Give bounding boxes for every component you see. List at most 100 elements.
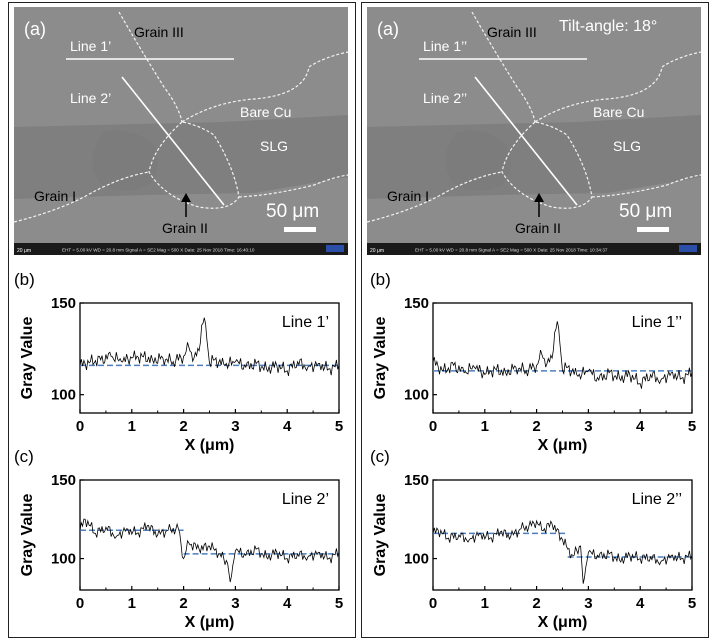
- gray-value-trace: [79, 317, 340, 376]
- grain-blob: [445, 130, 511, 191]
- mini-scale-label: 20 μm: [370, 248, 384, 254]
- x-tick-label: 2: [532, 418, 540, 435]
- y-tick-label: 150: [404, 295, 429, 312]
- y-tick-label: 100: [51, 387, 76, 404]
- gray-value-trace: [432, 519, 693, 584]
- sem-info-bar: [14, 243, 348, 255]
- x-tick-label: 5: [335, 418, 343, 435]
- grain-ii-label: Grain II: [162, 220, 208, 236]
- chart-line-label: Line 2’’: [632, 491, 682, 508]
- x-tick-label: 1: [481, 418, 489, 435]
- scan-line-2: [121, 76, 225, 206]
- bare-cu-label: Bare Cu: [593, 104, 644, 120]
- grain-iii-label: Grain III: [134, 24, 184, 40]
- x-tick-label: 1: [481, 595, 489, 612]
- slg-label: SLG: [260, 138, 288, 154]
- grain-boundary: [118, 11, 183, 123]
- x-tick-label: 3: [584, 595, 592, 612]
- y-axis-label: Gray Value: [19, 494, 36, 577]
- y-tick-label: 100: [51, 551, 76, 568]
- grain-boundary: [471, 11, 536, 123]
- chart-line-label: Line 1’: [282, 314, 329, 331]
- x-axis-label: X (μm): [538, 437, 588, 454]
- chart-panel-label: (b): [370, 270, 391, 289]
- sem-panel-label: (a): [377, 19, 399, 39]
- tilt-angle-label: Tilt-angle: 18°: [559, 18, 657, 35]
- chart-line-label: Line 2’: [282, 491, 329, 508]
- x-tick-label: 5: [335, 595, 343, 612]
- sem-image-right: (a) Tilt-angle: 18° Grain III Line 1’’ Line …: [366, 7, 702, 255]
- x-tick-label: 0: [429, 595, 437, 612]
- grain-boundary: [534, 66, 663, 123]
- line-1-label: Line 1’: [70, 38, 111, 54]
- grain-boundary: [148, 121, 240, 209]
- y-axis-label: Gray Value: [19, 317, 36, 400]
- x-axis-label: X (μm): [185, 437, 235, 454]
- x-axis-label: X (μm): [538, 614, 588, 631]
- x-axis-label: X (μm): [185, 614, 235, 631]
- line-2-label: Line 2’: [70, 90, 111, 106]
- arrow-icon: [534, 193, 544, 202]
- grain-boundary: [238, 174, 349, 198]
- sem-image-left: (a) Grain III Line 1’ Line 2’ Bare Cu SLG Grai…: [13, 7, 349, 255]
- gray-value-trace: [79, 518, 340, 583]
- x-tick-label: 0: [76, 418, 84, 435]
- grain-boundary: [591, 174, 702, 198]
- chart-left-c: 0 1 2 3 4 5 100 150 X (μm) Gray Value (c) Line 2’: [14, 447, 343, 631]
- scan-line-2: [474, 76, 578, 206]
- right-column-frame: [361, 2, 709, 638]
- sem-info-bar: [367, 243, 701, 255]
- scale-bar-label: 50 μm: [266, 201, 319, 222]
- gray-value-trace: [432, 321, 693, 389]
- x-tick-label: 2: [179, 595, 187, 612]
- grain-boundary: [13, 171, 150, 223]
- sem-info-text: EHT = 5.00 kV WD = 20.8 mm Signal A = SE…: [415, 248, 608, 253]
- chart-panel-label: (c): [14, 447, 34, 466]
- scale-bar-label: 50 μm: [619, 201, 672, 222]
- y-tick-label: 100: [404, 551, 429, 568]
- slg-label: SLG: [613, 138, 641, 154]
- y-axis-label: Gray Value: [372, 494, 389, 577]
- chart-panel-label: (b): [14, 270, 35, 289]
- chart-line-label: Line 1’’: [632, 314, 682, 331]
- x-tick-label: 1: [128, 418, 136, 435]
- x-tick-label: 5: [688, 595, 696, 612]
- x-tick-label: 4: [636, 595, 645, 612]
- bare-cu-label: Bare Cu: [240, 104, 291, 120]
- x-tick-label: 3: [231, 595, 239, 612]
- line-1-label: Line 1’’: [423, 38, 467, 54]
- chart-panel-label: (c): [370, 447, 390, 466]
- x-tick-label: 4: [636, 418, 645, 435]
- x-tick-label: 2: [532, 595, 540, 612]
- x-tick-label: 4: [283, 595, 292, 612]
- sem-background: [367, 7, 701, 255]
- scale-bar: [637, 227, 669, 232]
- y-tick-label: 100: [404, 387, 429, 404]
- x-tick-label: 0: [76, 595, 84, 612]
- grain-boundary: [501, 121, 593, 209]
- x-tick-label: 1: [128, 595, 136, 612]
- x-tick-label: 3: [231, 418, 239, 435]
- grain-boundary: [366, 171, 503, 223]
- mini-scale-label: 20 μm: [17, 248, 31, 254]
- grain-ii-label: Grain II: [515, 220, 561, 236]
- arrow-icon: [181, 193, 191, 202]
- x-tick-label: 5: [688, 418, 696, 435]
- sem-info-text: EHT = 5.00 kV WD = 20.8 mm Signal A = SE…: [62, 248, 255, 253]
- grain-i-label: Grain I: [387, 188, 429, 204]
- sem-background: [14, 7, 348, 255]
- scale-bar: [284, 227, 316, 232]
- chart-right-b: 0 1 2 3 4 5 100 150 X (μm) Gray Value (b) Line 1’’: [370, 270, 696, 454]
- y-tick-label: 150: [51, 295, 76, 312]
- x-tick-label: 3: [584, 418, 592, 435]
- chart-left-b: 0 1 2 3 4 5 100 150 X (μm) Gray Value (b) Line 1’: [14, 270, 343, 454]
- line-2-label: Line 2’’: [423, 90, 467, 106]
- zeiss-logo: [326, 245, 344, 252]
- chart-right-c: 0 1 2 3 4 5 100 150 X (μm) Gray Value (c) Line 2’’: [370, 447, 696, 631]
- y-tick-label: 150: [51, 472, 76, 489]
- x-tick-label: 4: [283, 418, 292, 435]
- zeiss-logo: [679, 245, 697, 252]
- sem-panel-label: (a): [24, 19, 46, 39]
- x-tick-label: 0: [429, 418, 437, 435]
